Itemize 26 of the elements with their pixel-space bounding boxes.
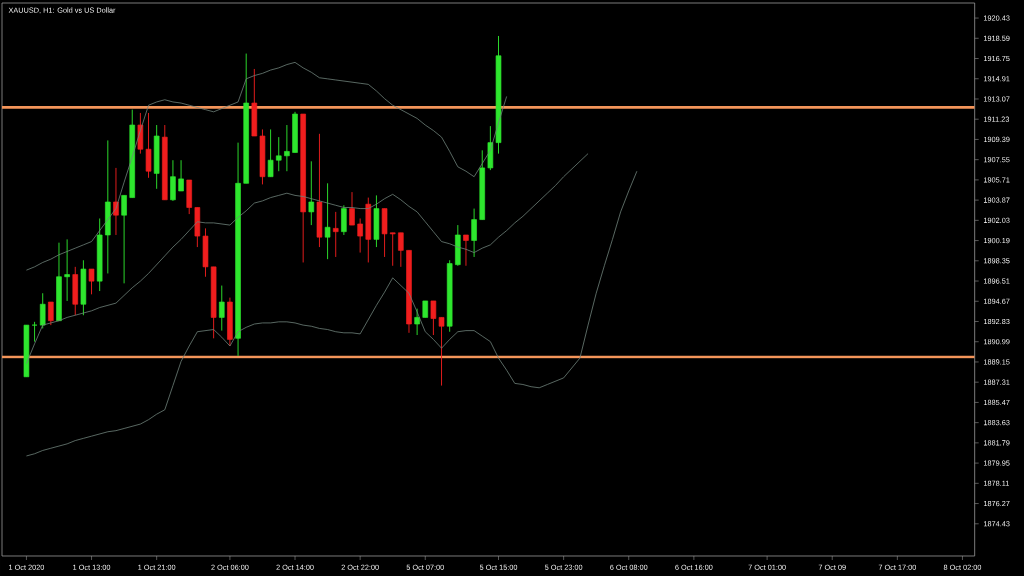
candlestick [430, 300, 437, 336]
candlestick [471, 208, 477, 258]
candlestick [341, 204, 347, 236]
candlestick [48, 301, 54, 326]
candlestick [324, 182, 331, 260]
candlestick [398, 232, 404, 268]
candlestick [64, 238, 70, 302]
candlestick [39, 292, 46, 329]
candlestick [284, 124, 290, 172]
candlestick [349, 191, 355, 226]
candlestick [438, 316, 445, 387]
candlestick [88, 268, 95, 295]
candlestick [218, 285, 225, 332]
candlestick [145, 112, 152, 179]
candlestick [31, 321, 38, 343]
candlestick [389, 232, 396, 267]
candlestick [332, 211, 339, 258]
candlestick [275, 136, 282, 172]
candlestick [414, 308, 420, 336]
candlestick [463, 234, 469, 267]
candlestick [170, 159, 176, 202]
candlestick [308, 160, 315, 226]
candlestick [178, 159, 184, 192]
candlestick [357, 218, 363, 254]
candlestick [267, 128, 274, 178]
candlestick [121, 194, 127, 284]
